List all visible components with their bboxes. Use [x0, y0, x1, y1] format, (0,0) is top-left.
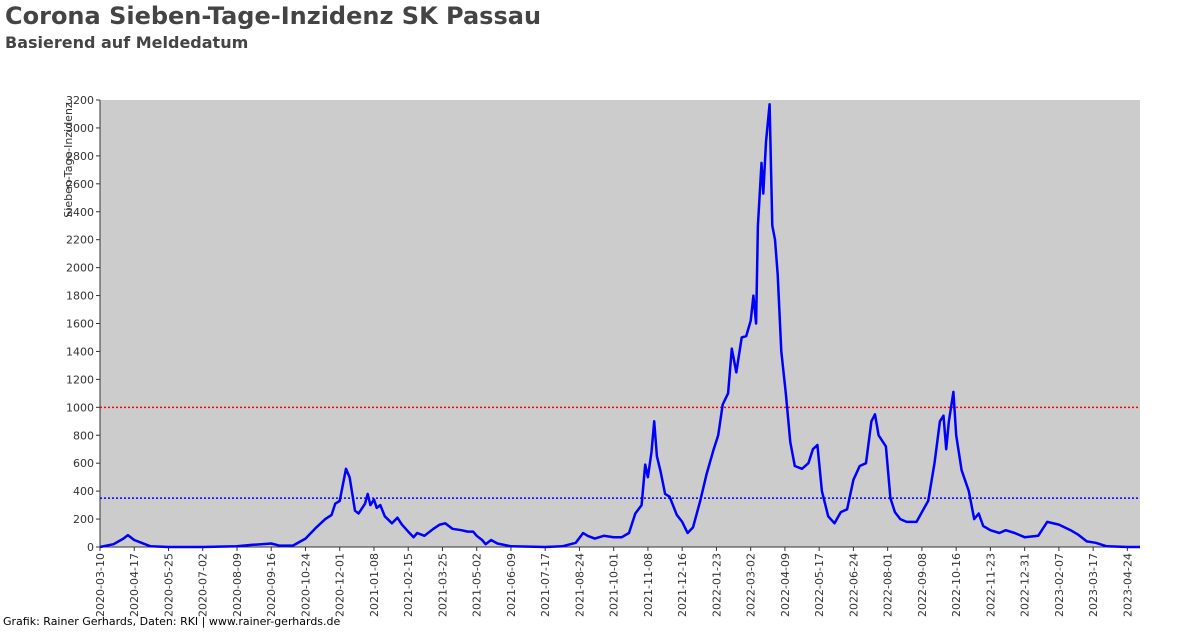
x-tick-label: 2023-04-24 — [1121, 553, 1134, 617]
x-tick-label: 2021-02-15 — [402, 553, 415, 617]
chart-title: Corona Sieben-Tage-Inzidenz SK Passau — [5, 2, 541, 30]
x-tick-label: 2020-08-09 — [231, 553, 244, 617]
y-tick-label: 2000 — [66, 262, 94, 275]
x-tick-label: 2021-05-02 — [471, 553, 484, 617]
x-tick-label: 2021-03-25 — [436, 553, 449, 617]
plot-area — [100, 100, 1140, 547]
x-tick-label: 2021-07-17 — [539, 553, 552, 617]
x-tick-label: 2021-01-08 — [368, 553, 381, 617]
y-axis-label: Sieben-Tage-Inzidenz — [62, 102, 75, 218]
y-tick-label: 2600 — [66, 178, 94, 191]
x-tick-label: 2020-10-24 — [299, 553, 312, 617]
chart-subtitle: Basierend auf Meldedatum — [5, 33, 248, 52]
y-tick-label: 2400 — [66, 206, 94, 219]
y-tick-label: 3200 — [66, 94, 94, 107]
x-tick-label: 2022-10-16 — [950, 553, 963, 617]
y-tick-label: 800 — [73, 429, 94, 442]
x-tick-label: 2020-04-17 — [128, 553, 141, 617]
x-tick-label: 2022-01-23 — [710, 553, 723, 617]
x-tick-label: 2023-03-17 — [1087, 553, 1100, 617]
x-tick-label: 2020-03-10 — [94, 553, 107, 617]
x-tick-label: 2022-08-01 — [882, 553, 895, 617]
x-tick-label: 2022-06-24 — [847, 553, 860, 617]
x-tick-label: 2022-12-31 — [1019, 553, 1032, 617]
x-tick-label: 2022-09-08 — [916, 553, 929, 617]
x-tick-label: 2022-05-17 — [813, 553, 826, 617]
y-tick-label: 1600 — [66, 318, 94, 331]
x-tick-label: 2023-02-07 — [1053, 553, 1066, 617]
y-tick-label: 600 — [73, 457, 94, 470]
y-tick-label: 1400 — [66, 345, 94, 358]
x-tick-label: 2022-03-02 — [745, 553, 758, 617]
y-tick-label: 1800 — [66, 290, 94, 303]
y-tick-label: 1000 — [66, 401, 94, 414]
x-tick-label: 2020-09-16 — [265, 553, 278, 617]
y-tick-label: 200 — [73, 513, 94, 526]
y-tick-label: 0 — [87, 541, 94, 554]
y-tick-label: 400 — [73, 485, 94, 498]
x-tick-label: 2021-12-16 — [676, 553, 689, 617]
x-tick-label: 2021-11-08 — [642, 553, 655, 617]
y-tick-label: 2800 — [66, 150, 94, 163]
x-tick-label: 2020-07-02 — [197, 553, 210, 617]
x-tick-label: 2020-05-25 — [162, 553, 175, 617]
x-tick-label: 2022-04-09 — [779, 553, 792, 617]
footer: Grafik: Rainer Gerhards, Daten: RKI | ww… — [3, 615, 341, 628]
y-tick-label: 3000 — [66, 122, 94, 135]
x-tick-label: 2021-08-24 — [573, 553, 586, 617]
x-tick-label: 2020-12-01 — [334, 553, 347, 617]
y-tick-label: 2200 — [66, 234, 94, 247]
x-tick-label: 2022-11-23 — [984, 553, 997, 617]
x-tick-label: 2021-06-09 — [505, 553, 518, 617]
data-line — [99, 102, 1140, 549]
y-tick-label: 1200 — [66, 373, 94, 386]
x-tick-label: 2021-10-01 — [608, 553, 621, 617]
